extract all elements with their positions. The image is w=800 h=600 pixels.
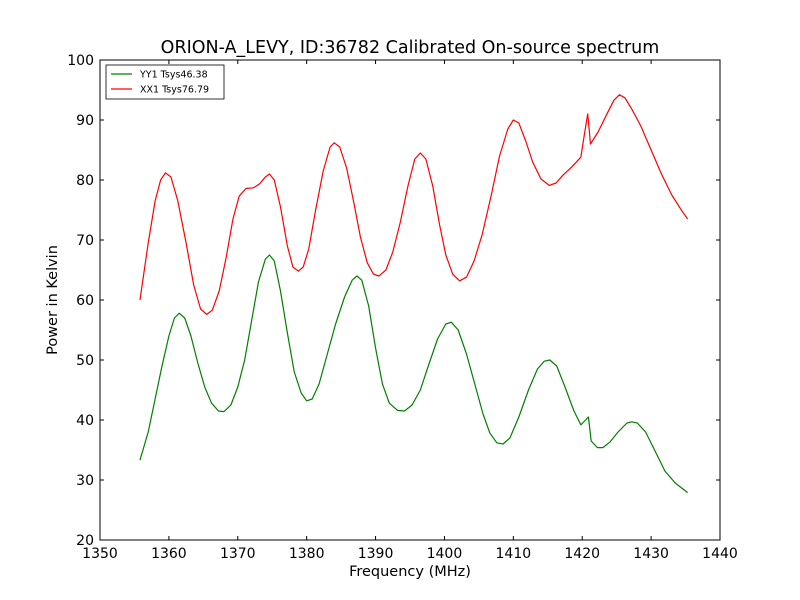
series-line-0	[139, 254, 688, 494]
legend-label-0: YY1 Tsys46.38	[139, 70, 208, 81]
x-tick-label-8: 1430	[633, 546, 669, 562]
plot-area: 1350 1360 1370 1380 1390 1400 1410 1420 1430 1440…	[67, 53, 738, 562]
x-tick-label-0: 1350	[82, 546, 118, 562]
y-tick-label-3: 50	[76, 353, 94, 369]
y-tick-label-8: 100	[67, 53, 94, 69]
series-line-1	[139, 94, 689, 315]
x-tick-label-3: 1380	[289, 546, 325, 562]
x-tick-label-4: 1390	[358, 546, 394, 562]
x-axis-label: Frequency (MHz)	[349, 564, 471, 580]
y-tick-label-5: 70	[76, 233, 94, 249]
legend-box	[105, 64, 225, 100]
y-tick-label-2: 40	[76, 413, 94, 429]
y-tick-label-4: 60	[76, 293, 94, 309]
x-tick-label-5: 1400	[427, 546, 463, 562]
y-axis-label: Power in Kelvin	[45, 245, 61, 355]
legend-label-1: XX1 Tsys76.79	[140, 85, 209, 96]
x-tick-label-1: 1360	[151, 546, 187, 562]
y-tick-label-1: 30	[76, 473, 94, 489]
x-tick-label-9: 1440	[702, 546, 738, 562]
y-tick-label-7: 90	[76, 113, 94, 129]
y-tick-label-6: 80	[76, 173, 94, 189]
chart-title: ORION-A_LEVY, ID:36782 Calibrated On-sou…	[161, 38, 660, 58]
x-tick-label-7: 1420	[564, 546, 600, 562]
y-tick-label-0: 20	[76, 533, 94, 549]
x-tick-label-6: 1410	[496, 546, 532, 562]
x-tick-label-2: 1370	[220, 546, 256, 562]
